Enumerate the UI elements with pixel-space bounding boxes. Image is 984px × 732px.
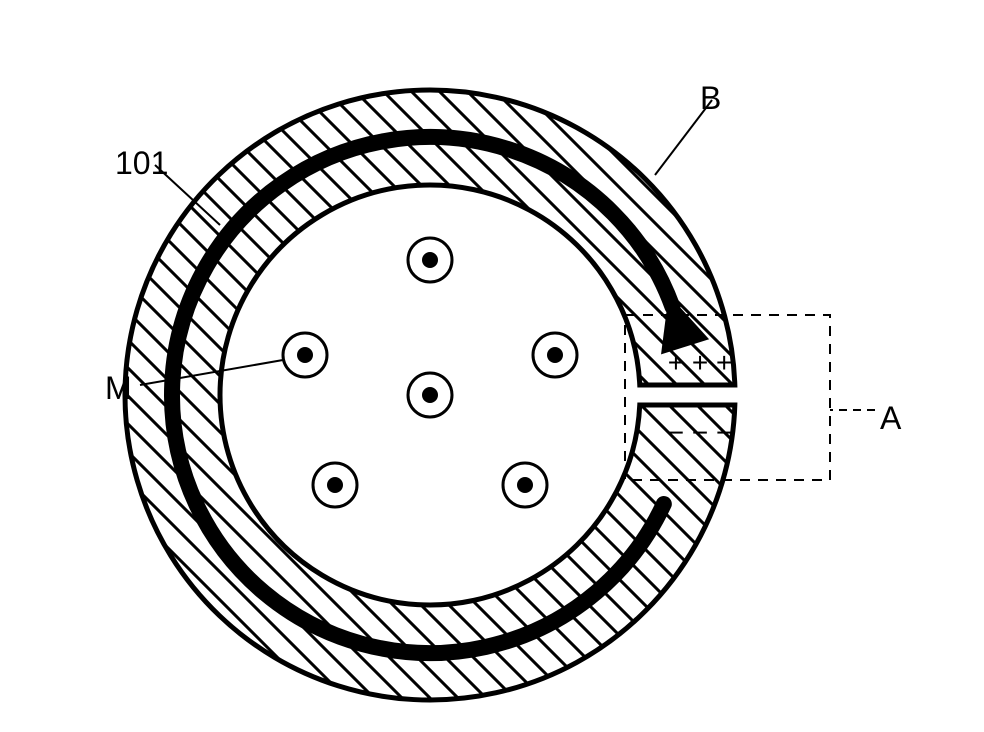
magnetic-field-dots <box>283 238 577 507</box>
label-a: A <box>880 400 901 437</box>
label-101: 101 <box>115 145 168 182</box>
ring-hatching <box>0 0 984 732</box>
label-m: M <box>105 370 132 407</box>
negative-charges: − − − <box>668 417 733 448</box>
label-b: B <box>700 80 721 117</box>
diagram-container: + + + − − − 101 M B A <box>0 0 984 732</box>
diagram-svg: + + + − − − <box>0 0 984 732</box>
positive-charges: + + + <box>668 347 733 378</box>
